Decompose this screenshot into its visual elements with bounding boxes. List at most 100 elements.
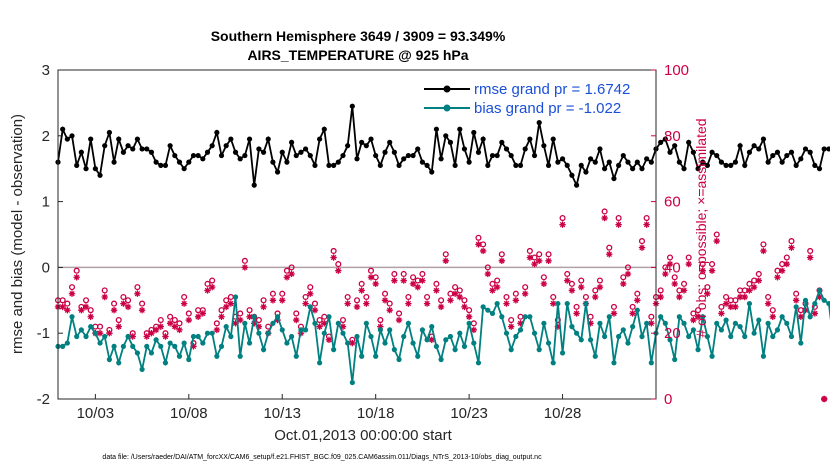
bias-point: [541, 320, 547, 326]
obs-possible-marker: [134, 284, 141, 291]
obs-possible-marker: [400, 270, 407, 278]
rmse-point: [569, 172, 575, 178]
obs-possible-marker: [638, 238, 646, 245]
obs-assimilated-marker: [606, 251, 613, 258]
rmse-point: [639, 166, 645, 172]
obs-possible-marker: [59, 297, 66, 304]
bias-point: [681, 320, 687, 326]
obs-possible-marker: [353, 297, 361, 304]
bias-point: [382, 340, 388, 346]
rmse-point: [438, 156, 444, 162]
bias-point: [695, 347, 701, 353]
obs-assimilated-marker: [648, 320, 655, 327]
rmse-point: [480, 136, 486, 142]
rmse-point: [167, 143, 173, 149]
obs-possible-marker: [433, 280, 440, 287]
obs-possible-marker: [377, 316, 384, 324]
rmse-point: [340, 152, 346, 159]
bias-point: [92, 330, 98, 336]
rmse-point: [784, 152, 790, 159]
obs-assimilated-marker: [241, 264, 249, 271]
bias-point: [798, 340, 804, 346]
bias-point: [195, 333, 201, 340]
obs-assimilated-marker: [680, 287, 688, 294]
obs-assimilated-marker: [372, 280, 379, 288]
obs-assimilated-marker: [171, 323, 178, 330]
bias-point: [527, 314, 533, 320]
bias-point: [401, 333, 407, 340]
bias-point: [475, 360, 482, 366]
bias-point: [503, 330, 510, 336]
bias-point: [246, 340, 253, 346]
rmse-point: [298, 149, 304, 155]
obs-possible-marker: [279, 290, 286, 297]
obs-possible-marker: [536, 251, 543, 258]
obs-possible-marker: [419, 270, 426, 278]
obs-assimilated-marker: [222, 303, 230, 311]
obs-assimilated-marker: [330, 254, 337, 261]
obs-possible-marker: [120, 293, 127, 301]
bias-point: [78, 327, 84, 333]
bias-point: [64, 340, 70, 346]
obs-possible-marker: [550, 293, 557, 301]
bias-point: [410, 340, 416, 346]
rmse-point: [373, 152, 379, 159]
rmse-point: [630, 166, 636, 172]
rmse-point: [190, 152, 197, 159]
obs-assimilated-marker: [573, 310, 580, 317]
bias-point: [153, 337, 159, 343]
obs-possible-marker: [540, 274, 547, 281]
rmse-point: [779, 159, 785, 165]
obs-assimilated-marker: [816, 293, 823, 301]
obs-possible-marker: [381, 290, 389, 297]
bias-point: [335, 320, 341, 326]
obs-assimilated-marker: [307, 290, 314, 297]
obs-assimilated-marker: [507, 323, 515, 330]
bias-point: [536, 347, 542, 353]
obs-possible-marker: [578, 277, 585, 284]
chart-title: Southern Hemisphere 3649 / 3909 = 93.349…: [211, 28, 506, 44]
rmse-point: [331, 162, 337, 169]
obs-assimilated-marker: [550, 300, 557, 307]
bias-point: [578, 337, 584, 343]
bias-point: [331, 347, 337, 353]
bias-point: [751, 330, 757, 336]
obs-assimilated-marker: [531, 260, 538, 268]
bias-point: [639, 333, 645, 340]
obs-possible-marker: [101, 287, 108, 294]
rmse-point: [648, 159, 654, 165]
bias-point: [134, 350, 141, 356]
obs-assimilated-marker: [470, 326, 477, 334]
x-axis-ticks: 10/03 10/08 10/13 10/18 10/23 10/28: [77, 394, 581, 422]
obs-possible-marker: [671, 274, 678, 281]
obs-assimilated-marker: [601, 214, 608, 222]
rmse-point: [424, 162, 430, 169]
obs-assimilated-marker: [148, 330, 155, 337]
obs-assimilated-marker: [87, 313, 94, 320]
bias-point: [489, 310, 496, 317]
obs-possible-marker: [685, 254, 692, 261]
bias-point: [457, 330, 463, 336]
obs-assimilated-marker: [666, 260, 674, 268]
obs-assimilated-marker: [232, 320, 239, 327]
bias-point: [326, 314, 332, 320]
obs-assimilated-marker: [615, 221, 622, 228]
obs-possible-marker: [461, 297, 468, 304]
rmse-point: [620, 152, 626, 159]
bias-point: [204, 330, 211, 336]
bias-point: [802, 297, 809, 303]
obs-possible-marker: [559, 215, 566, 222]
obs-possible-marker: [606, 244, 613, 251]
rmse-point: [382, 149, 388, 155]
obs-assimilated-marker: [358, 287, 365, 294]
rmse-point: [60, 126, 66, 132]
bias-point: [816, 287, 823, 294]
bias-point: [644, 320, 650, 326]
bias-point: [443, 337, 449, 343]
rmse-point: [162, 162, 169, 169]
rmse-point: [270, 159, 276, 165]
bias-point: [606, 314, 612, 320]
bias-point: [429, 324, 435, 330]
obs-assimilated-marker: [386, 306, 393, 314]
bias-point: [746, 300, 753, 307]
